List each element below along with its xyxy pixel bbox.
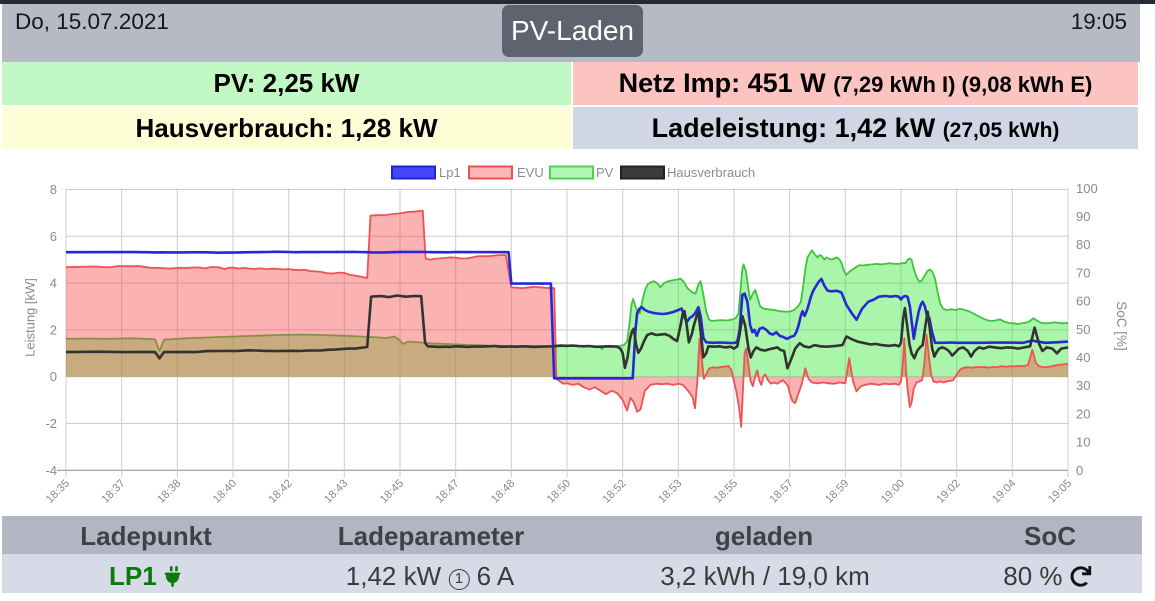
- svg-text:SoC [%]: SoC [%]: [1114, 301, 1129, 351]
- svg-text:Hausverbrauch: Hausverbrauch: [667, 165, 755, 180]
- svg-text:18:50: 18:50: [545, 477, 573, 505]
- svg-text:19:05: 19:05: [1046, 477, 1074, 505]
- svg-text:70: 70: [1076, 265, 1090, 280]
- svg-text:18:42: 18:42: [267, 477, 295, 505]
- svg-text:18:48: 18:48: [489, 477, 517, 505]
- svg-text:18:38: 18:38: [155, 477, 183, 505]
- svg-text:2: 2: [50, 322, 57, 337]
- svg-text:19:02: 19:02: [935, 477, 963, 505]
- svg-text:-4: -4: [45, 463, 57, 478]
- svg-text:18:53: 18:53: [656, 477, 684, 505]
- svg-text:18:59: 18:59: [823, 477, 851, 505]
- svg-text:Leistung [kW]: Leistung [kW]: [23, 278, 38, 357]
- svg-text:19:00: 19:00: [879, 477, 907, 505]
- svg-text:19:04: 19:04: [990, 477, 1018, 505]
- svg-text:18:57: 18:57: [768, 477, 796, 505]
- svg-text:18:40: 18:40: [211, 477, 239, 505]
- svg-text:PV: PV: [596, 165, 614, 180]
- svg-text:20: 20: [1076, 406, 1090, 421]
- svg-text:40: 40: [1076, 350, 1090, 365]
- svg-text:EVU: EVU: [517, 165, 544, 180]
- svg-text:6: 6: [50, 229, 57, 244]
- svg-text:8: 8: [50, 182, 57, 197]
- svg-text:0: 0: [50, 369, 57, 384]
- svg-text:0: 0: [1076, 463, 1083, 478]
- svg-text:18:55: 18:55: [712, 477, 740, 505]
- svg-text:50: 50: [1076, 322, 1090, 337]
- svg-text:100: 100: [1076, 181, 1098, 196]
- svg-text:90: 90: [1076, 209, 1090, 224]
- svg-text:18:47: 18:47: [434, 477, 462, 505]
- svg-text:Lp1: Lp1: [439, 165, 461, 180]
- svg-text:18:37: 18:37: [100, 477, 128, 505]
- svg-text:60: 60: [1076, 294, 1090, 309]
- svg-text:30: 30: [1076, 378, 1090, 393]
- svg-text:10: 10: [1076, 435, 1090, 450]
- svg-text:18:35: 18:35: [44, 477, 72, 505]
- svg-text:4: 4: [50, 276, 57, 291]
- svg-text:80: 80: [1076, 237, 1090, 252]
- svg-text:-2: -2: [45, 416, 57, 431]
- svg-text:18:52: 18:52: [601, 477, 629, 505]
- svg-text:18:43: 18:43: [322, 477, 350, 505]
- svg-text:18:45: 18:45: [378, 477, 406, 505]
